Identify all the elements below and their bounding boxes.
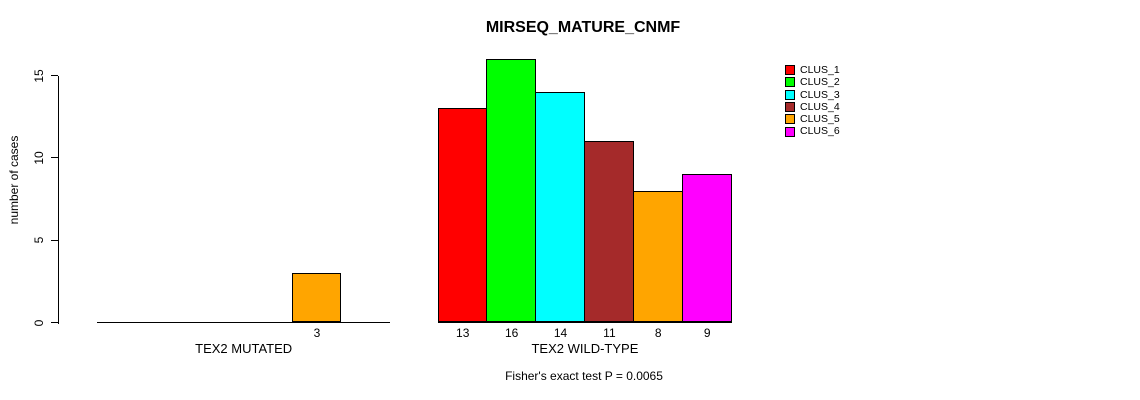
bar-clus_5-group1 — [291, 273, 342, 323]
legend-label: CLUS_6 — [800, 125, 840, 138]
legend-item-clus_6: CLUS_6 — [785, 125, 840, 137]
legend-item-clus_2: CLUS_2 — [785, 76, 840, 88]
y-axis-tick — [50, 321, 58, 324]
legend-item-clus_1: CLUS_1 — [785, 64, 840, 76]
y-axis-tick — [50, 74, 58, 77]
bar-value-label: 11 — [603, 326, 616, 340]
legend-label: CLUS_4 — [800, 100, 840, 113]
bar-clus_5-group2 — [632, 190, 683, 323]
bar-clus_3-group2 — [535, 91, 585, 323]
bar-value-label: 9 — [703, 326, 711, 340]
legend-swatch-clus_3 — [785, 89, 795, 100]
legend-swatch-clus_6 — [785, 126, 795, 137]
legend-swatch-clus_1 — [785, 65, 795, 76]
legend: CLUS_1 CLUS_2 CLUS_3 CLUS_4 CLUS_5 CLUS_6 — [785, 64, 840, 138]
y-axis-tick — [50, 157, 58, 159]
bar-clus_4-group2 — [583, 141, 634, 323]
bar-value-label: 16 — [504, 326, 519, 340]
bar-value-label: 14 — [553, 326, 568, 340]
y-axis-label: number of cases — [7, 135, 21, 225]
bar-clus_2-group2 — [486, 59, 537, 323]
legend-label: CLUS_3 — [800, 88, 840, 101]
bar-value-label: 8 — [654, 326, 662, 340]
bar-value-label: 3 — [313, 326, 321, 340]
x-axis-group-label: TEX2 MUTATED — [195, 341, 293, 356]
legend-swatch-clus_2 — [785, 77, 795, 88]
legend-label: CLUS_5 — [800, 113, 840, 126]
y-axis-tick-label: 0 — [32, 319, 46, 326]
x-axis-line-group2 — [438, 321, 732, 324]
legend-label: CLUS_2 — [800, 76, 840, 89]
y-axis-tick — [50, 239, 58, 241]
footnote: Fisher's exact test P = 0.0065 — [505, 369, 663, 383]
chart-title: MIRSEQ_MATURE_CNMF — [485, 19, 681, 36]
x-axis-group-label: TEX2 WILD-TYPE — [531, 341, 639, 356]
legend-label: CLUS_1 — [800, 64, 840, 76]
y-axis-line — [57, 75, 59, 324]
y-axis-tick-label: 10 — [32, 151, 46, 165]
y-axis-tick-label: 5 — [32, 236, 46, 244]
legend-item-clus_5: CLUS_5 — [785, 113, 840, 125]
bar-clus_1-group2 — [438, 108, 488, 323]
y-axis-tick-label: 15 — [32, 68, 46, 83]
legend-item-clus_3: CLUS_3 — [785, 89, 840, 101]
legend-swatch-clus_4 — [785, 102, 795, 113]
bar-value-label: 13 — [456, 326, 470, 340]
x-axis-line-group1 — [97, 321, 391, 324]
bar-clus_6-group2 — [681, 174, 732, 323]
legend-swatch-clus_5 — [785, 114, 795, 125]
legend-item-clus_4: CLUS_4 — [785, 101, 840, 113]
